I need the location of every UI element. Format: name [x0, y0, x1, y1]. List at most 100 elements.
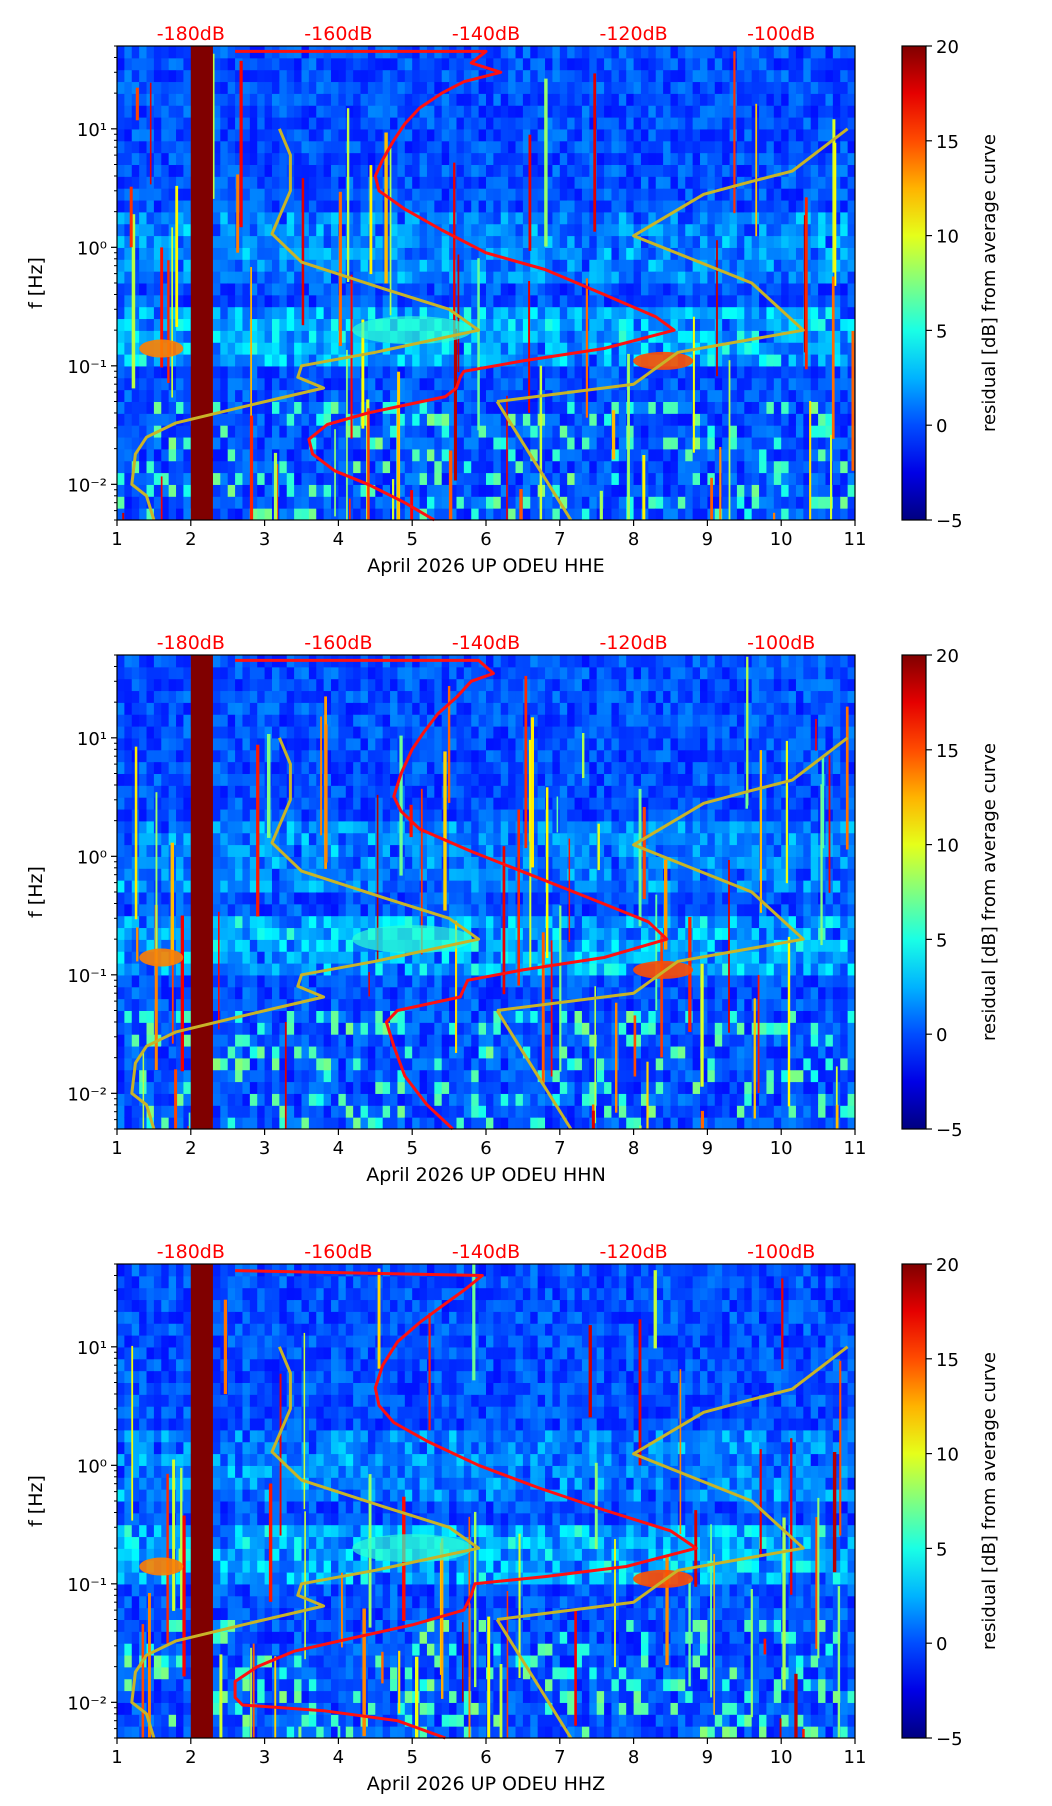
heatmap-cell — [176, 844, 184, 857]
heatmap-cell — [781, 460, 790, 474]
heatmap-cell — [663, 259, 671, 272]
heatmap-cell — [294, 152, 302, 165]
heatmap-cell — [308, 318, 317, 331]
heatmap-cell — [404, 128, 413, 142]
heatmap-cell — [493, 283, 502, 296]
heatmap-cell — [308, 211, 317, 225]
heatmap-cell — [161, 903, 170, 917]
heatmap-cell — [131, 176, 140, 189]
heatmap-cell — [146, 211, 155, 225]
heatmap-cell — [493, 200, 502, 213]
heatmap-cell — [286, 425, 295, 438]
heatmap-cell — [640, 259, 649, 272]
heatmap-cell — [397, 81, 406, 94]
heatmap-cell — [176, 666, 184, 680]
heatmap-cell — [390, 235, 398, 248]
heatmap-cell — [773, 140, 782, 154]
heatmap-cell — [146, 1034, 155, 1047]
heatmap-cell — [655, 140, 664, 154]
heatmap-cell — [530, 93, 539, 106]
heatmap-cell — [235, 247, 243, 260]
heatmap-cell — [434, 306, 443, 320]
heatmap-cell — [242, 986, 251, 1000]
heatmap-cell — [640, 365, 649, 379]
heatmap-cell — [486, 318, 494, 331]
heatmap-cell — [212, 702, 221, 715]
heatmap-cell — [559, 164, 568, 177]
heatmap-cell — [685, 283, 694, 296]
heatmap-cell — [242, 1046, 251, 1059]
heatmap-cell — [419, 247, 428, 260]
heatmap-cell — [604, 69, 612, 83]
heatmap-cell — [759, 342, 767, 355]
heatmap-cell — [227, 448, 236, 462]
heatmap-cell — [212, 223, 221, 237]
heatmap-cell — [677, 413, 686, 426]
heatmap-cell — [744, 105, 753, 118]
heatmap-cell — [633, 283, 642, 296]
heatmap-cell — [596, 176, 605, 189]
heatmap-cell — [249, 1105, 258, 1118]
heatmap-cell — [404, 401, 413, 414]
heatmap-cell — [242, 844, 251, 857]
heatmap-cell — [264, 1010, 273, 1023]
heatmap-cell — [545, 401, 553, 414]
heatmap-cell — [279, 211, 288, 225]
heatmap-cell — [456, 508, 465, 521]
heatmap-cell — [515, 437, 524, 450]
heatmap-cell — [220, 714, 229, 727]
heatmap-cell — [825, 377, 834, 391]
heatmap-cell — [404, 271, 413, 284]
heatmap-cell — [449, 69, 457, 83]
heatmap-cell — [530, 247, 539, 260]
heatmap-cell — [626, 46, 635, 59]
heatmap-cell — [404, 508, 413, 521]
heatmap-cell — [257, 259, 266, 272]
heatmap-cell — [596, 128, 605, 142]
heatmap-cell — [316, 164, 325, 177]
heatmap-cell — [751, 283, 760, 296]
heatmap-cell — [331, 235, 339, 248]
heatmap-cell — [463, 211, 472, 225]
heatmap-cell — [153, 176, 162, 189]
heatmap-cell — [117, 389, 125, 402]
heatmap-cell — [375, 389, 384, 402]
heatmap-cell — [714, 460, 723, 474]
heatmap-cell — [441, 496, 450, 509]
heatmap-cell — [176, 460, 184, 474]
heatmap-cell — [345, 389, 354, 402]
heatmap-cell — [294, 318, 302, 331]
heatmap-cell — [360, 413, 369, 426]
heatmap-cell — [183, 998, 192, 1011]
heatmap-cell — [153, 259, 162, 272]
heatmap-cell — [397, 460, 406, 474]
heatmap-cell — [456, 472, 465, 485]
heatmap-cell — [146, 726, 155, 739]
heatmap-cell — [559, 354, 568, 367]
heatmap-cell — [131, 413, 140, 426]
heatmap-cell — [279, 223, 288, 237]
heatmap-cell — [751, 318, 760, 331]
heatmap-cell — [235, 773, 243, 786]
heatmap-cell — [153, 93, 162, 106]
heatmap-cell — [264, 105, 273, 118]
heatmap-cell — [146, 880, 155, 893]
heatmap-cell — [316, 223, 325, 237]
heatmap-cell — [781, 472, 790, 485]
heatmap-cell — [441, 117, 450, 130]
heatmap-cell — [471, 211, 480, 225]
heatmap-cell — [456, 401, 465, 414]
heatmap-cell — [235, 117, 243, 130]
heatmap-cell — [574, 365, 583, 379]
heatmap-cell — [286, 283, 295, 296]
heatmap-cell — [751, 425, 760, 438]
heatmap-cell — [124, 761, 133, 774]
heatmap-cell — [286, 437, 295, 450]
heatmap-cell — [117, 318, 125, 331]
heatmap-cell — [648, 283, 657, 296]
heatmap-cell — [596, 460, 605, 474]
heatmap-cell — [345, 401, 354, 414]
heatmap-cell — [146, 678, 155, 692]
heatmap-cell — [271, 318, 280, 331]
